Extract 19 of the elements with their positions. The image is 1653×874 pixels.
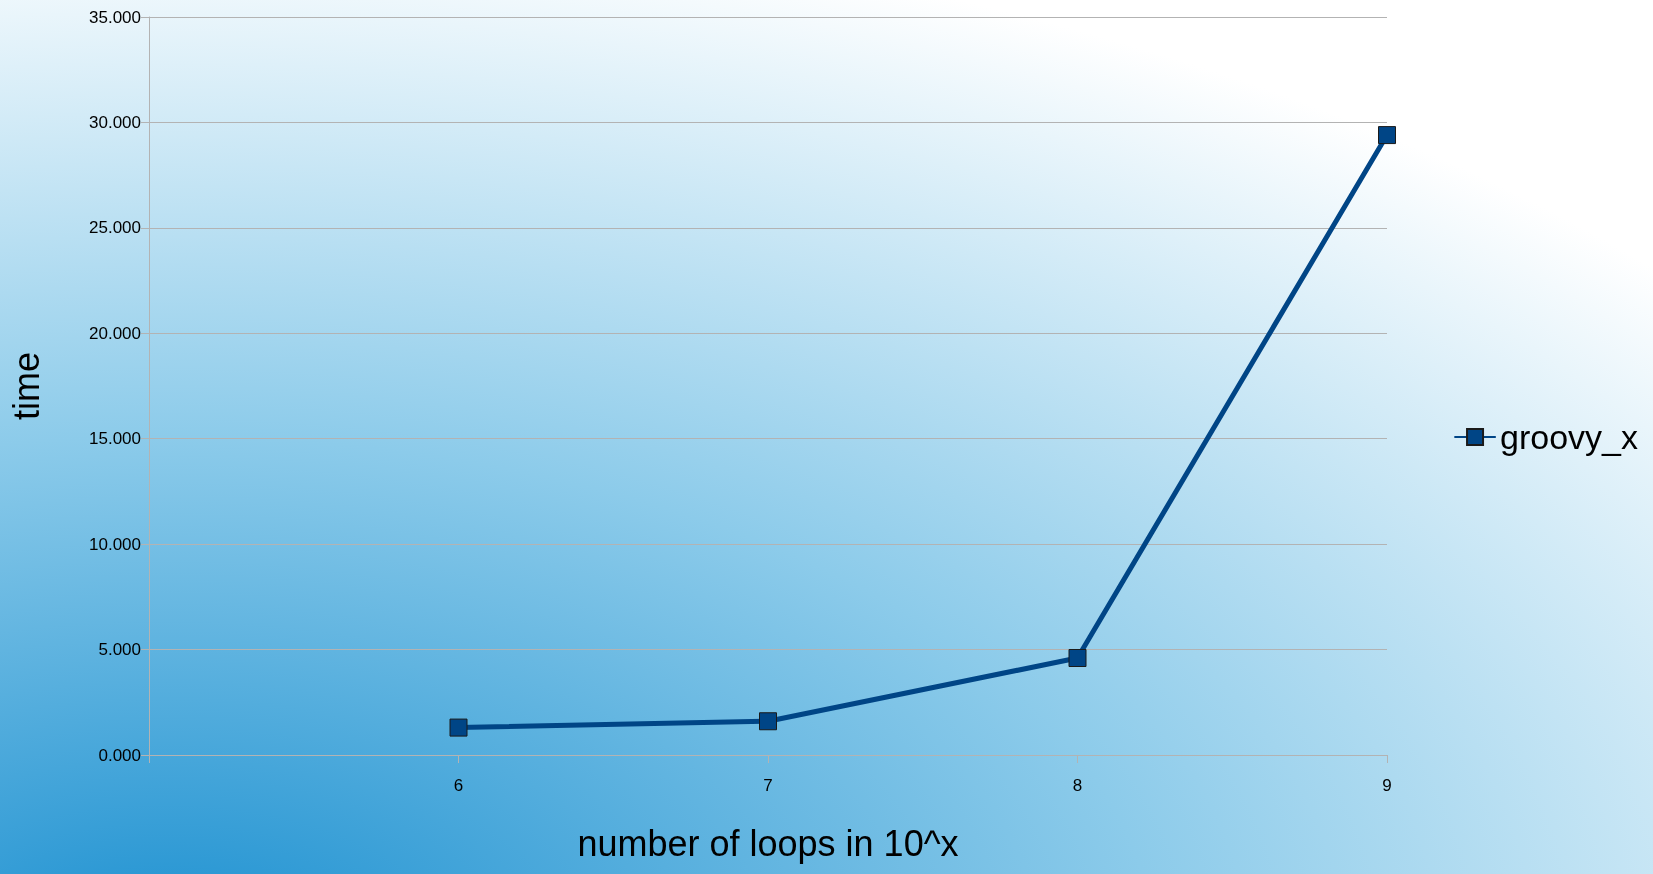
y-tick-label: 15.000	[89, 429, 141, 449]
y-axis-title: time	[5, 351, 47, 421]
x-tick-label: 8	[1072, 776, 1083, 795]
y-tick-label: 5.000	[98, 640, 141, 660]
legend-label: groovy_x	[1500, 418, 1639, 456]
x-tick-label: 6	[453, 776, 464, 795]
y-tick-label: 0.000	[98, 745, 141, 765]
y-tick-label: 25.000	[89, 218, 141, 238]
y-tick-label: 10.000	[89, 534, 141, 554]
point	[1068, 649, 1087, 668]
point	[449, 718, 468, 737]
point	[759, 712, 777, 731]
y-tick-label: 30.000	[89, 112, 141, 132]
y-tick-label: 35.000	[89, 7, 141, 27]
point	[1378, 126, 1396, 145]
x-axis-title: number of loops in 10^x	[577, 822, 959, 864]
x-tick-label: 7	[763, 776, 773, 795]
x-tick-label: 9	[1382, 776, 1392, 795]
y-tick-label: 20.000	[89, 323, 141, 343]
